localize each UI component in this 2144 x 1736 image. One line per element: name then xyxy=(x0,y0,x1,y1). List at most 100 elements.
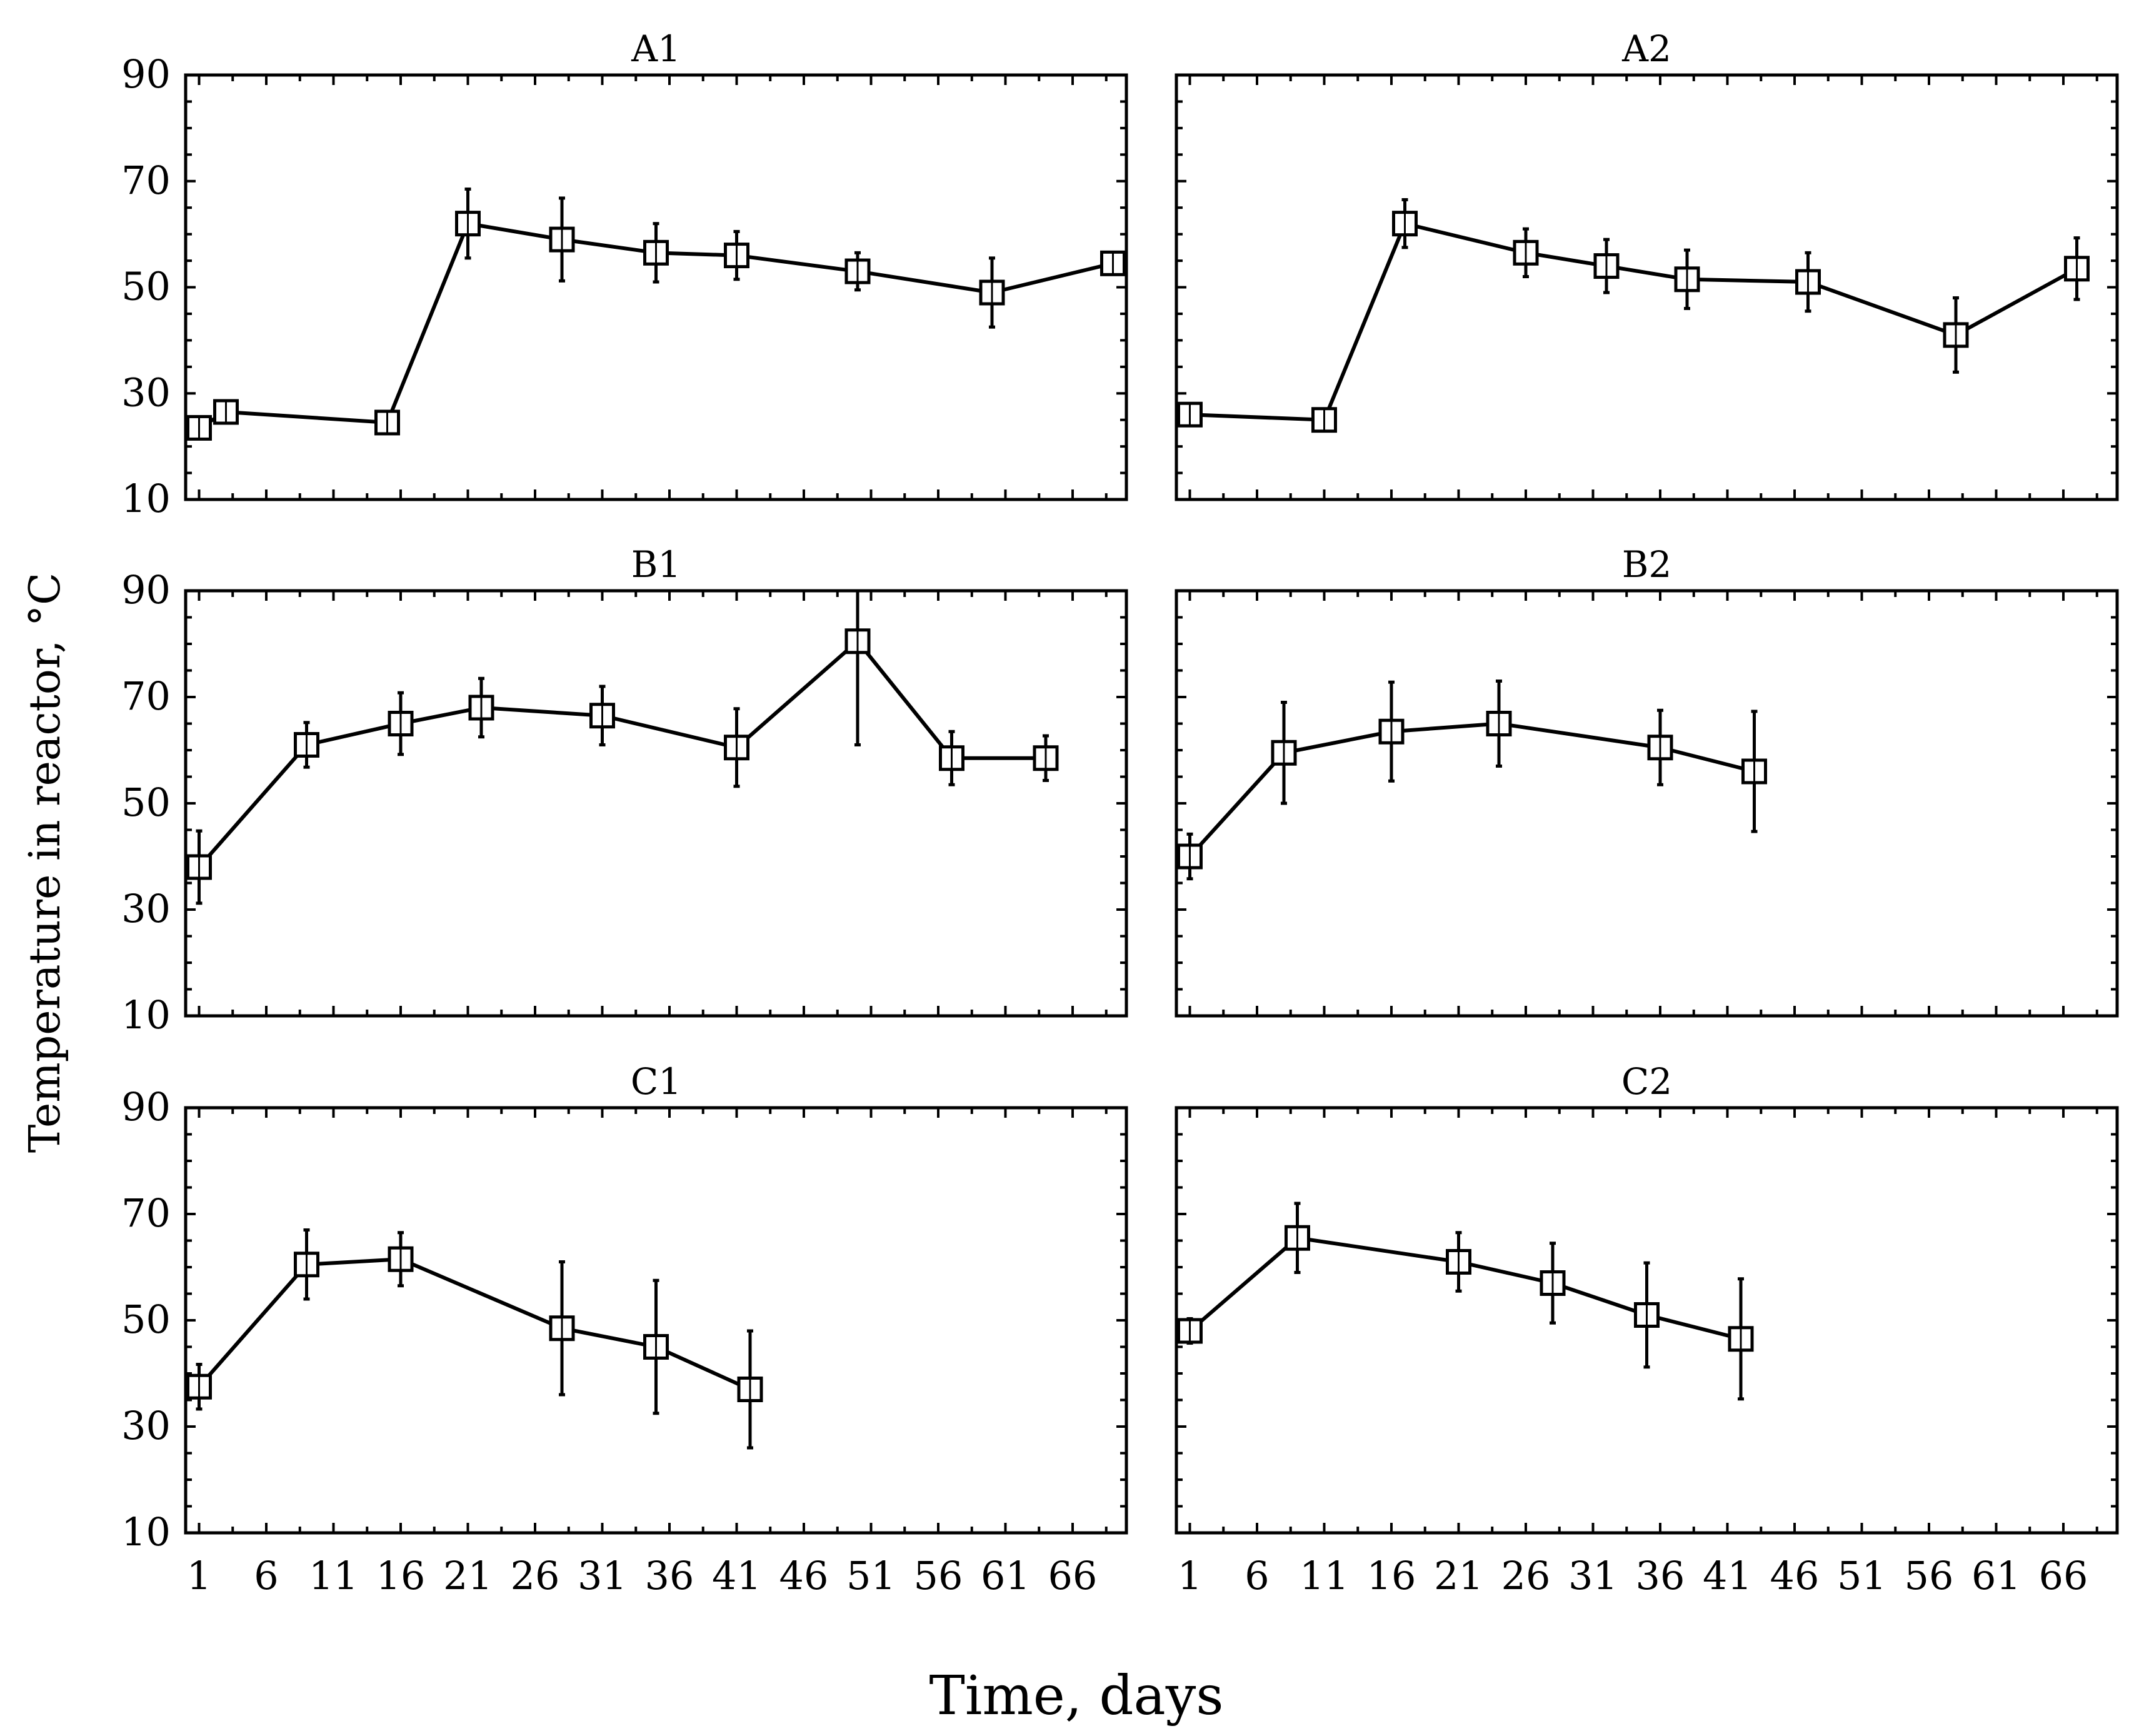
x-tick-label: 61 xyxy=(981,1553,1030,1598)
data-point xyxy=(724,243,749,269)
data-point xyxy=(724,735,749,761)
panel-title: A1 xyxy=(631,28,681,70)
data-point xyxy=(549,1315,575,1342)
x-tick-label: 16 xyxy=(1367,1553,1416,1598)
x-tick-label: 6 xyxy=(1245,1553,1269,1598)
y-tick-label: 50 xyxy=(121,264,171,309)
data-point xyxy=(374,409,400,436)
panel-title: B1 xyxy=(631,543,681,586)
data-point xyxy=(1728,1326,1754,1352)
x-tick-label: 21 xyxy=(1434,1553,1483,1598)
panel-a1: A1 10 30 50 70 90 xyxy=(121,28,1128,521)
x-tick-label: 11 xyxy=(309,1553,358,1598)
panel-title: A2 xyxy=(1621,28,1671,70)
data-point xyxy=(1634,1302,1660,1328)
y-tick-label: 10 xyxy=(121,1509,171,1555)
data-point xyxy=(1446,1249,1471,1275)
y-tick-label: 30 xyxy=(121,369,171,415)
x-tick-label: 41 xyxy=(1703,1553,1752,1598)
x-tick-label: 41 xyxy=(712,1553,761,1598)
data-point xyxy=(1795,269,1821,295)
panel-title: B2 xyxy=(1622,543,1672,586)
data-point xyxy=(1033,745,1059,771)
data-point xyxy=(2064,256,2090,282)
data-point xyxy=(1392,211,1418,237)
data-point xyxy=(643,239,669,266)
x-tick-label: 66 xyxy=(1048,1553,1098,1598)
y-tick-label: 50 xyxy=(121,1297,171,1342)
series-line xyxy=(198,1257,751,1392)
series-line xyxy=(198,221,1114,430)
y-tick-label: 10 xyxy=(121,476,171,521)
data-point xyxy=(1741,758,1767,785)
y-axis-label: Temperature in reactor, °C xyxy=(21,573,70,1153)
data-point xyxy=(1486,711,1512,736)
x-tick-label: 31 xyxy=(1568,1553,1618,1598)
x-tick-label: 51 xyxy=(846,1553,896,1598)
x-axis-label: Time, days xyxy=(929,1665,1223,1727)
data-point xyxy=(1513,239,1539,266)
data-point xyxy=(1647,735,1673,761)
x-tick-label: 56 xyxy=(914,1553,963,1598)
panel-a2: A2 xyxy=(1175,28,2119,501)
y-tick-label: 70 xyxy=(121,673,171,719)
data-point xyxy=(294,732,319,758)
data-point xyxy=(186,414,212,441)
data-point xyxy=(1271,740,1297,766)
y-tick-label: 10 xyxy=(121,992,171,1038)
x-tick-label: 46 xyxy=(1770,1553,1820,1598)
y-tick-label: 30 xyxy=(121,886,171,931)
panel-c2: C21 6 11 16 21 26 31 36 41 46 51 56 61 66 xyxy=(1175,1060,2119,1598)
x-tick-label: 61 xyxy=(1971,1553,2021,1598)
data-point xyxy=(1540,1270,1566,1296)
data-point xyxy=(455,211,481,237)
data-point xyxy=(388,711,414,736)
data-point xyxy=(589,703,615,729)
data-point xyxy=(1177,401,1203,428)
data-point xyxy=(186,854,212,880)
panel-title: C1 xyxy=(631,1060,681,1103)
data-point xyxy=(294,1252,319,1278)
y-tick-label: 70 xyxy=(121,158,171,203)
y-tick-label: 70 xyxy=(121,1190,171,1236)
y-tick-label: 90 xyxy=(121,567,171,613)
series-line xyxy=(1188,721,1755,858)
data-point xyxy=(643,1334,669,1360)
x-tick-label: 1 xyxy=(1178,1553,1202,1598)
data-point xyxy=(1177,843,1203,870)
data-point xyxy=(468,695,494,721)
x-tick-label: 6 xyxy=(254,1553,278,1598)
data-point xyxy=(1311,407,1337,433)
data-point xyxy=(844,628,871,655)
data-point xyxy=(1593,253,1620,279)
y-tick-label: 50 xyxy=(121,780,171,825)
y-tick-label: 30 xyxy=(121,1403,171,1448)
data-point xyxy=(1674,266,1700,293)
data-point xyxy=(1177,1318,1203,1344)
panel-title: C2 xyxy=(1621,1060,1672,1103)
x-tick-label: 56 xyxy=(1905,1553,1954,1598)
panel-b2: B2 xyxy=(1175,543,2119,1018)
x-tick-label: 21 xyxy=(443,1553,493,1598)
x-tick-label: 1 xyxy=(187,1553,211,1598)
data-point xyxy=(939,745,964,771)
data-point xyxy=(549,226,575,253)
x-tick-label: 26 xyxy=(1501,1553,1551,1598)
x-tick-label: 36 xyxy=(1636,1553,1685,1598)
x-tick-label: 26 xyxy=(511,1553,560,1598)
data-point xyxy=(1100,250,1126,276)
x-tick-label: 11 xyxy=(1300,1553,1349,1598)
data-point xyxy=(388,1246,414,1272)
data-point xyxy=(1378,718,1405,745)
x-tick-label: 36 xyxy=(645,1553,694,1598)
y-tick-label: 90 xyxy=(121,1084,171,1130)
data-point xyxy=(1943,322,1969,348)
series-line xyxy=(1188,1236,1741,1341)
x-tick-label: 46 xyxy=(779,1553,829,1598)
data-point xyxy=(979,279,1005,306)
y-tick-label: 90 xyxy=(121,51,171,97)
data-point xyxy=(213,399,239,425)
data-point xyxy=(1285,1225,1310,1251)
